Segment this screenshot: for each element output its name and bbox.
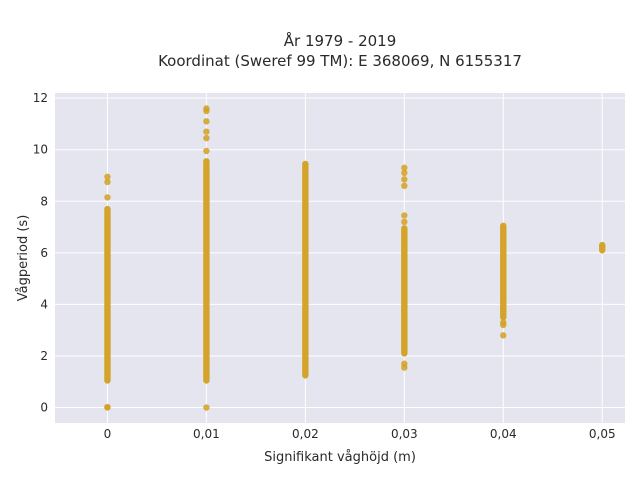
scatter-point: [401, 169, 408, 177]
scatter-point: [401, 360, 408, 367]
scatter-point: [104, 173, 111, 180]
x-tick-label: 0: [104, 427, 112, 441]
plot-area: [55, 93, 625, 423]
scatter-point: [401, 218, 408, 226]
x-axis-title: Signifikant våghöjd (m): [264, 450, 416, 465]
y-gridlines: [55, 97, 625, 409]
scatter-point: [104, 403, 111, 411]
scatter-point: [401, 182, 408, 190]
x-tick-label: 0,03: [391, 427, 418, 441]
y-tick-label: 6: [40, 246, 48, 260]
y-tick-label: 4: [40, 297, 48, 311]
x-tick-label: 0,05: [589, 427, 616, 441]
scatter-point: [203, 147, 210, 155]
scatter-point: [401, 164, 408, 171]
chart-title-line1: År 1979 - 2019: [284, 31, 397, 50]
y-axis-title: Vågperiod (s): [16, 215, 31, 302]
scatter-point: [500, 319, 507, 326]
x-tick-label: 0,02: [292, 427, 319, 441]
scatter-point: [401, 212, 408, 219]
y-tick-labels: 0 2 4 6 8 10 12: [33, 91, 48, 414]
chart-title-line2: Koordinat (Sweref 99 TM): E 368069, N 61…: [158, 52, 522, 70]
y-tick-label: 2: [40, 349, 48, 363]
scatter-point: [401, 176, 408, 183]
y-tick-label: 0: [40, 401, 48, 415]
x-tick-label: 0,01: [193, 427, 220, 441]
scatter-point: [104, 178, 111, 186]
scatter-point: [203, 134, 210, 142]
scatter-point: [203, 118, 210, 125]
scatter-point: [203, 404, 210, 411]
x-tick-labels: 0 0,01 0,02 0,03 0,04 0,05: [104, 427, 616, 441]
x-tick-label: 0,04: [490, 427, 517, 441]
y-tick-label: 8: [40, 194, 48, 208]
y-tick-label: 12: [33, 91, 48, 105]
scatter-point: [500, 332, 507, 339]
scatter-points: [104, 105, 606, 411]
scatter-point: [203, 128, 210, 135]
scatter-point: [203, 105, 210, 112]
scatter-point: [104, 194, 111, 201]
y-tick-label: 10: [33, 143, 48, 157]
